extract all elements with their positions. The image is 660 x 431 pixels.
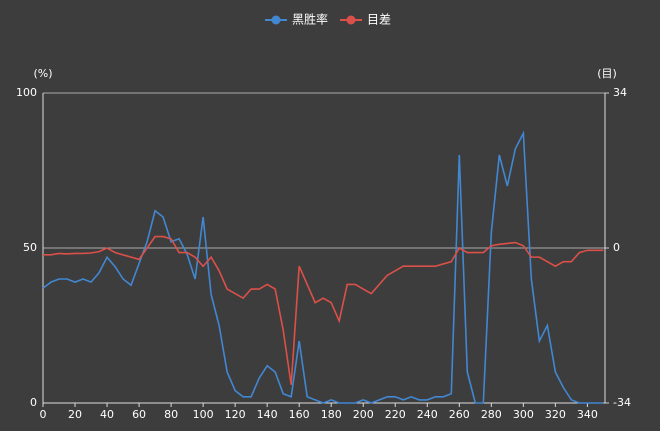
legend-marker (271, 15, 281, 25)
x-tick-label: 160 (289, 408, 310, 421)
x-tick-label: 220 (385, 408, 406, 421)
legend-label: 黑胜率 (292, 12, 328, 27)
legend-item: 目差 (340, 13, 391, 27)
x-tick-label: 60 (132, 408, 146, 421)
y-tick-label: 0 (30, 396, 37, 409)
x-tick-label: 340 (577, 408, 598, 421)
x-tick-label: 200 (353, 408, 374, 421)
x-tick-label: 240 (417, 408, 438, 421)
legend-item: 黑胜率 (265, 12, 328, 27)
series-line (42, 130, 604, 404)
y-tick-label: 50 (23, 241, 37, 254)
x-tick-label: 120 (225, 408, 246, 421)
x-tick-label: 300 (513, 408, 534, 421)
y2-axis-label: (目) (597, 67, 617, 80)
y2-tick-label: -34 (613, 396, 631, 409)
y-axis-label: (%) (33, 67, 52, 80)
x-tick-label: 0 (40, 408, 47, 421)
series-line (43, 235, 604, 385)
x-tick-label: 180 (321, 408, 342, 421)
legend-label: 目差 (367, 13, 391, 27)
x-tick-label: 100 (193, 408, 214, 421)
x-tick-label: 20 (68, 408, 82, 421)
y2-tick-label: 34 (613, 86, 627, 99)
x-tick-label: 280 (481, 408, 502, 421)
y2-tick-label: 0 (613, 241, 620, 254)
legend-marker (346, 15, 356, 25)
x-tick-label: 80 (164, 408, 178, 421)
x-tick-label: 40 (100, 408, 114, 421)
x-tick-label: 260 (449, 408, 470, 421)
x-tick-label: 140 (257, 408, 278, 421)
x-tick-label: 320 (545, 408, 566, 421)
y-tick-label: 100 (16, 86, 37, 99)
